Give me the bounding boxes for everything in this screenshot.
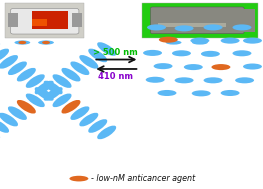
Ellipse shape xyxy=(232,50,251,56)
Ellipse shape xyxy=(143,50,162,56)
Bar xyxy=(158,23,226,27)
FancyBboxPatch shape xyxy=(11,9,79,34)
Bar xyxy=(32,11,68,29)
Ellipse shape xyxy=(53,94,72,107)
Ellipse shape xyxy=(26,74,45,88)
Ellipse shape xyxy=(70,106,89,120)
Ellipse shape xyxy=(221,90,240,96)
Ellipse shape xyxy=(53,74,72,88)
Ellipse shape xyxy=(158,90,176,96)
Ellipse shape xyxy=(243,64,262,70)
Ellipse shape xyxy=(0,49,9,62)
Ellipse shape xyxy=(44,81,63,94)
Ellipse shape xyxy=(211,64,230,70)
Ellipse shape xyxy=(14,40,30,45)
Ellipse shape xyxy=(0,55,18,69)
Bar xyxy=(5,3,84,38)
Ellipse shape xyxy=(8,61,27,75)
Ellipse shape xyxy=(26,94,45,107)
Ellipse shape xyxy=(147,24,166,30)
Ellipse shape xyxy=(184,64,203,70)
Ellipse shape xyxy=(17,68,36,81)
Ellipse shape xyxy=(8,106,27,120)
Ellipse shape xyxy=(243,38,262,44)
Ellipse shape xyxy=(88,119,107,133)
Ellipse shape xyxy=(69,176,88,181)
Ellipse shape xyxy=(201,51,220,57)
Ellipse shape xyxy=(232,24,251,30)
Ellipse shape xyxy=(42,41,50,44)
Ellipse shape xyxy=(62,100,80,114)
Ellipse shape xyxy=(175,25,194,31)
Ellipse shape xyxy=(35,87,54,101)
Ellipse shape xyxy=(159,37,178,43)
Ellipse shape xyxy=(79,55,98,69)
Ellipse shape xyxy=(192,90,211,96)
Ellipse shape xyxy=(44,87,63,101)
Ellipse shape xyxy=(35,81,54,94)
Ellipse shape xyxy=(0,119,9,133)
Ellipse shape xyxy=(172,50,191,56)
Ellipse shape xyxy=(235,77,254,83)
Bar xyxy=(72,13,82,27)
Bar xyxy=(239,9,255,32)
Ellipse shape xyxy=(175,77,194,83)
Ellipse shape xyxy=(97,125,116,139)
Ellipse shape xyxy=(18,41,26,44)
Text: - low-nM anticancer agent: - low-nM anticancer agent xyxy=(91,174,195,183)
Bar xyxy=(8,13,18,27)
Ellipse shape xyxy=(146,77,165,83)
Ellipse shape xyxy=(97,42,116,56)
Ellipse shape xyxy=(204,77,222,83)
Bar xyxy=(32,19,47,26)
Ellipse shape xyxy=(70,61,89,75)
Ellipse shape xyxy=(62,68,80,81)
Ellipse shape xyxy=(154,63,173,69)
Ellipse shape xyxy=(0,113,18,126)
FancyBboxPatch shape xyxy=(150,7,244,34)
Ellipse shape xyxy=(17,100,36,114)
Ellipse shape xyxy=(79,113,98,126)
Ellipse shape xyxy=(204,24,222,30)
Ellipse shape xyxy=(192,40,208,45)
Ellipse shape xyxy=(166,40,181,45)
Bar xyxy=(142,3,258,38)
Ellipse shape xyxy=(38,40,54,45)
Ellipse shape xyxy=(88,49,107,62)
Text: > 500 nm: > 500 nm xyxy=(93,48,138,57)
Ellipse shape xyxy=(221,38,240,44)
Text: 410 nm: 410 nm xyxy=(98,72,133,81)
Ellipse shape xyxy=(190,38,209,44)
